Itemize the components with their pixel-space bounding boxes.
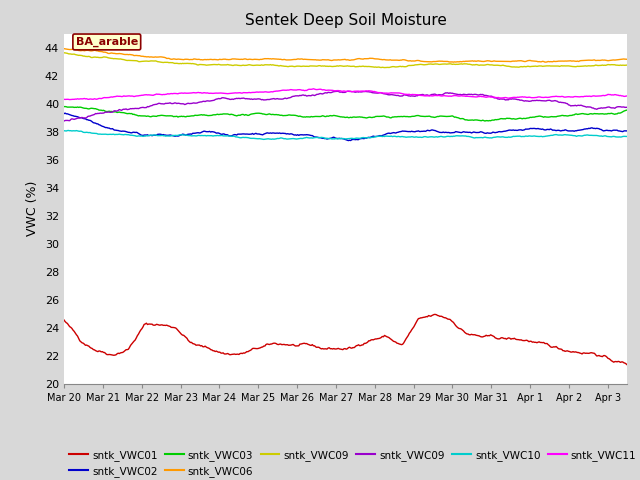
Title: Sentek Deep Soil Moisture: Sentek Deep Soil Moisture [244,13,447,28]
Y-axis label: VWC (%): VWC (%) [26,181,39,237]
Legend: sntk_VWC01, sntk_VWC02, sntk_VWC03, sntk_VWC06, sntk_VWC09, sntk_VWC09, sntk_VWC: sntk_VWC01, sntk_VWC02, sntk_VWC03, sntk… [69,450,636,477]
Text: BA_arable: BA_arable [76,37,138,47]
